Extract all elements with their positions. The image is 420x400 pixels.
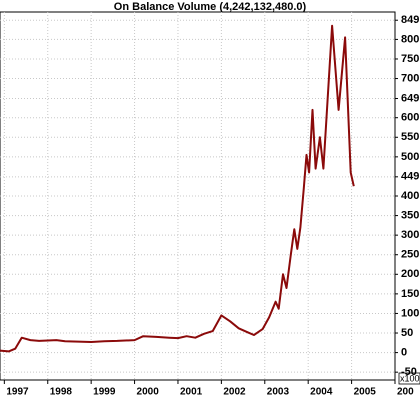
x-tick-label: 2001 — [180, 387, 203, 398]
x-tick-label: 2000 — [137, 387, 160, 398]
y-tick-label: 150 — [401, 288, 419, 300]
y-tick-label: 449 — [401, 171, 419, 183]
x-tick-label: 1998 — [50, 387, 73, 398]
x-tick-label: 1999 — [93, 387, 116, 398]
y-tick-label: 300 — [401, 229, 419, 241]
x-tick-label: 1997 — [6, 387, 29, 398]
y-tick-label: 500 — [401, 151, 419, 163]
unit-box — [398, 372, 420, 385]
y-tick-label: 600 — [401, 112, 419, 124]
y-tick-label: 50 — [401, 327, 413, 339]
x-tick-label: 200 — [397, 387, 414, 398]
x-tick-label: 2003 — [267, 387, 290, 398]
y-tick-label: 800 — [401, 33, 419, 45]
y-tick-label: 350 — [401, 209, 419, 221]
y-tick-label: 0 — [401, 347, 407, 359]
obv-line — [0, 24, 355, 353]
x-tick-label: 2004 — [310, 387, 333, 398]
x-tick-label: 2002 — [223, 387, 246, 398]
y-tick-label: 200 — [401, 268, 419, 280]
y-tick-label: -50 — [401, 366, 417, 378]
y-tick-label: 700 — [401, 72, 419, 84]
x-tick-label: 2005 — [354, 387, 377, 398]
y-tick-label: 250 — [401, 249, 419, 261]
y-tick-label: 849 — [401, 14, 419, 26]
y-tick-label: 100 — [401, 307, 419, 319]
y-unit-label: x100 — [400, 373, 420, 383]
y-tick-label: 400 — [401, 190, 419, 202]
y-tick-label: 550 — [401, 131, 419, 143]
y-tick-label: 649 — [401, 92, 419, 104]
y-tick-label: 750 — [401, 53, 419, 65]
chart-title: On Balance Volume (4,242,132,480.0) — [114, 1, 307, 13]
